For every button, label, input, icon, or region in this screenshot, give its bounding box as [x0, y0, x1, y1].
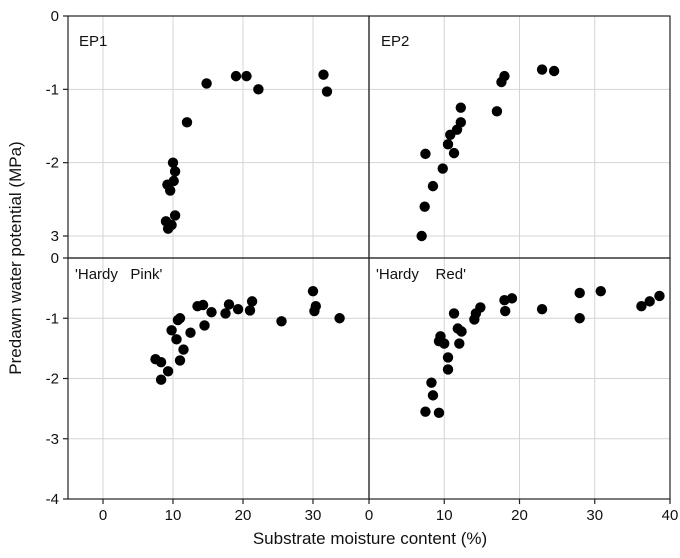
data-point	[574, 287, 585, 299]
data-point	[454, 338, 465, 349]
data-point	[536, 304, 548, 315]
data-point	[536, 64, 548, 75]
data-point	[427, 390, 439, 401]
data-point	[420, 148, 431, 160]
data-point	[439, 338, 450, 349]
data-point	[321, 86, 333, 97]
data-point	[223, 299, 235, 310]
data-point	[174, 313, 186, 324]
x-tick-label: 10	[165, 507, 182, 524]
data-point	[230, 70, 242, 82]
data-point	[595, 285, 606, 297]
data-point	[448, 147, 460, 159]
data-point	[475, 302, 486, 313]
data-point	[644, 296, 655, 307]
x-tick-label: 40	[662, 507, 679, 524]
data-point	[220, 308, 231, 319]
data-point	[232, 304, 244, 315]
data-point	[442, 352, 454, 363]
y-tick-label: -1	[46, 310, 59, 327]
panel-label-hardy-red: 'Hardy Red'	[376, 266, 466, 283]
panel-frame	[67, 15, 370, 259]
labels-layer: 0-1-230-1-2-3-40 10 20 30 0 10 20 30 40	[46, 8, 679, 524]
data-point	[455, 117, 467, 128]
grid-layer	[68, 16, 670, 499]
data-point	[155, 357, 167, 368]
x-axis-title: Substrate moisture content (%)	[253, 529, 487, 548]
x-tick-label: 20	[235, 507, 252, 524]
y-tick-label: -2	[46, 155, 59, 172]
x-tick-label: 0	[99, 507, 107, 524]
x-tick-label: 10	[436, 507, 453, 524]
x-tick-label: 0	[365, 507, 373, 524]
data-point	[166, 325, 177, 336]
data-point	[171, 334, 182, 345]
panel-label-hardy-pink: 'Hardy Pink'	[75, 266, 163, 283]
frame-layer	[63, 15, 671, 504]
panel-label-ep1: EP1	[79, 33, 107, 50]
data-point	[178, 344, 189, 355]
data-point	[334, 313, 345, 324]
data-point	[165, 185, 176, 196]
data-point	[206, 307, 217, 318]
data-point	[574, 313, 585, 324]
data-point	[166, 219, 177, 231]
data-point	[442, 364, 454, 375]
data-point	[437, 163, 448, 174]
data-point	[427, 180, 439, 192]
data-point	[455, 102, 467, 113]
data-point	[310, 301, 321, 312]
x-tick-label: 30	[586, 507, 603, 524]
data-point	[199, 320, 210, 331]
data-point	[307, 285, 319, 297]
x-tick-label: 30	[305, 507, 322, 524]
data-point	[420, 406, 431, 417]
data-point	[246, 296, 258, 307]
data-point	[499, 70, 510, 82]
y-tick-label: -2	[46, 371, 59, 388]
data-point	[162, 366, 174, 377]
points-layer	[150, 64, 665, 419]
data-point	[448, 308, 460, 319]
data-point	[654, 290, 665, 302]
data-point	[433, 407, 445, 419]
data-point	[636, 301, 647, 312]
y-axis-title: Predawn water potential (MPa)	[6, 141, 25, 374]
data-point	[168, 175, 179, 187]
data-point	[244, 305, 256, 316]
data-point	[174, 355, 186, 366]
y-tick-label: -4	[46, 491, 59, 508]
panel-label-ep2: EP2	[381, 33, 409, 50]
y-tick-label: -3	[46, 431, 59, 448]
data-point	[197, 299, 209, 311]
data-point	[500, 305, 511, 317]
data-point	[155, 374, 167, 385]
x-tick-label: 20	[511, 507, 528, 524]
data-point	[548, 65, 560, 77]
data-point	[426, 377, 437, 388]
data-point	[169, 210, 181, 221]
data-point	[253, 84, 264, 95]
data-point	[416, 230, 427, 242]
data-point	[169, 166, 181, 177]
data-point	[419, 201, 430, 212]
data-point	[442, 139, 454, 150]
data-point	[276, 316, 287, 327]
data-point	[181, 117, 193, 128]
data-point	[456, 326, 467, 337]
y-tick-label: 0	[51, 8, 59, 25]
y-tick-label: 0	[51, 250, 59, 267]
data-point	[185, 327, 196, 338]
data-point	[491, 106, 503, 117]
data-point	[201, 78, 212, 89]
data-point	[167, 157, 179, 168]
data-point	[241, 70, 252, 82]
data-point	[318, 69, 329, 80]
y-tick-label: -1	[46, 81, 59, 98]
y-tick-label: 3	[51, 228, 59, 245]
data-point	[506, 293, 518, 304]
